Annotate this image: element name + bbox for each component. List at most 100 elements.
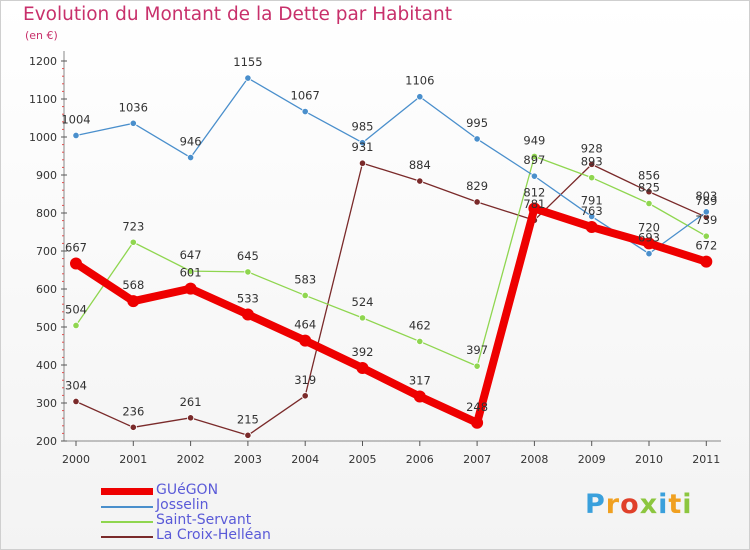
data-point — [700, 255, 713, 268]
data-label: 825 — [638, 181, 660, 195]
legend-label-saint-servant: Saint-Servant — [156, 512, 252, 528]
chart-title: Evolution du Montant de la Dette par Hab… — [23, 4, 452, 25]
data-label: 568 — [122, 278, 144, 292]
data-point — [70, 257, 82, 270]
series-line-3 — [75, 162, 707, 436]
data-point — [184, 282, 197, 295]
data-label: 884 — [409, 158, 431, 172]
y-tick-label: 1000 — [29, 131, 57, 144]
data-point — [244, 268, 252, 276]
series-line-0 — [72, 204, 711, 427]
data-point — [244, 74, 252, 82]
series-line-1 — [75, 77, 707, 255]
x-tick-label: 2009 — [578, 453, 606, 466]
y-tick-label: 1100 — [29, 93, 57, 106]
data-label: 720 — [638, 220, 660, 234]
data-label: 791 — [581, 193, 603, 207]
data-point — [588, 160, 596, 168]
data-label: 601 — [180, 266, 202, 280]
data-point — [301, 291, 309, 300]
data-point — [358, 139, 367, 147]
data-label: 897 — [523, 153, 545, 167]
x-tick-label: 2004 — [291, 453, 319, 466]
data-point — [187, 153, 195, 162]
data-point — [301, 107, 309, 116]
data-label: 524 — [352, 295, 374, 309]
data-label: 789 — [695, 194, 717, 208]
data-point — [358, 314, 367, 322]
y-tick-label: 700 — [36, 245, 57, 258]
data-point — [358, 159, 367, 167]
data-point — [702, 208, 710, 216]
data-point — [187, 414, 195, 422]
data-label: 946 — [180, 135, 202, 149]
data-label: 949 — [523, 133, 545, 147]
data-label: 464 — [294, 318, 316, 332]
legend-label-la-croix-hellean: La Croix-Helléan — [156, 527, 271, 543]
data-label: 319 — [294, 373, 316, 387]
data-label: 645 — [237, 249, 259, 263]
data-label: 781 — [523, 197, 545, 211]
data-point — [473, 362, 481, 370]
legend-item-josselin: Josselin — [101, 497, 401, 515]
data-point — [72, 397, 80, 406]
y-tick-label: 800 — [36, 207, 57, 220]
y-tick-label: 300 — [36, 397, 57, 410]
data-point — [471, 416, 484, 429]
data-label: 856 — [638, 169, 660, 183]
legend-label-josselin: Josselin — [156, 497, 209, 513]
data-point — [645, 199, 653, 208]
data-label: 215 — [237, 412, 259, 426]
data-label: 236 — [122, 404, 144, 418]
data-label: 739 — [695, 213, 717, 227]
y-tick-label: 500 — [36, 321, 57, 334]
data-label: 667 — [65, 241, 87, 255]
data-label: 392 — [352, 345, 374, 359]
data-point — [301, 392, 309, 400]
data-point — [127, 295, 140, 308]
legend-swatch-guegon — [101, 488, 153, 495]
x-tick-label: 2007 — [463, 453, 491, 466]
data-label: 985 — [352, 120, 374, 134]
data-label: 248 — [466, 400, 488, 414]
data-point — [72, 321, 80, 330]
data-label: 893 — [581, 155, 603, 169]
data-point — [129, 423, 137, 431]
data-label: 317 — [409, 374, 431, 388]
data-point — [187, 267, 195, 275]
data-point — [241, 308, 254, 321]
y-tick-label: 900 — [36, 169, 57, 182]
data-label: 462 — [409, 318, 431, 332]
data-point — [473, 135, 481, 143]
data-label: 533 — [237, 291, 259, 305]
data-label: 583 — [294, 272, 316, 286]
x-tick-label: 2008 — [520, 453, 548, 466]
x-tick-label: 2002 — [177, 453, 205, 466]
data-label: 931 — [352, 140, 374, 154]
y-tick-label: 1200 — [29, 55, 57, 68]
data-point — [585, 221, 598, 234]
data-label: 672 — [695, 239, 717, 253]
data-label: 504 — [65, 302, 87, 316]
data-label: 647 — [180, 248, 202, 262]
data-point — [645, 188, 653, 196]
data-label: 812 — [523, 185, 545, 199]
data-label: 1036 — [119, 100, 148, 114]
data-point — [416, 93, 424, 101]
data-label: 928 — [581, 141, 603, 155]
y-tick-label: 600 — [36, 283, 57, 296]
legend-item-saint-servant: Saint-Servant — [101, 512, 401, 530]
data-point — [702, 232, 710, 240]
x-tick-label: 2011 — [692, 453, 720, 466]
data-point — [413, 390, 426, 403]
data-point — [645, 250, 653, 258]
x-tick-label: 2001 — [119, 453, 147, 466]
data-point — [299, 334, 312, 347]
data-labels: 304 236 261 215 319 931 884 829 781 928 856 789 504 7… — [61, 55, 717, 426]
data-point — [416, 177, 424, 185]
data-point — [588, 174, 596, 182]
chart-subtitle: (en €) — [25, 29, 58, 42]
series-line-2 — [75, 155, 707, 367]
